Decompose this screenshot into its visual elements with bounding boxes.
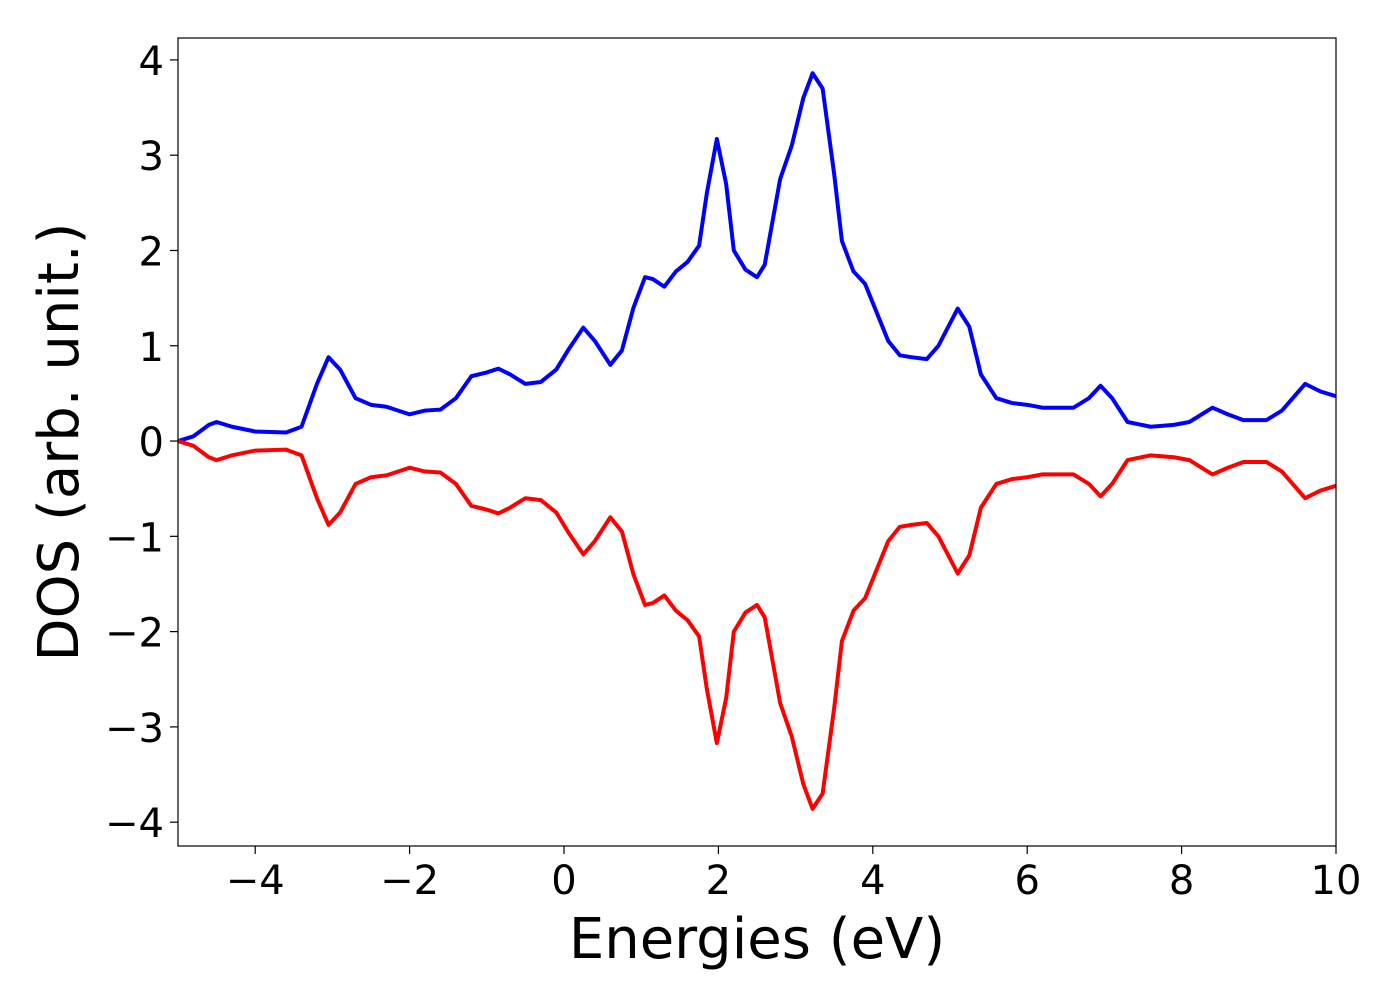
y-tick-label: 4 [139, 39, 164, 85]
x-axis-label: Energies (eV) [569, 907, 945, 972]
x-tick-label: 0 [551, 858, 576, 904]
x-tick-label: 6 [1014, 858, 1039, 904]
x-tick-label: 2 [706, 858, 731, 904]
line-series [178, 439, 1336, 811]
y-tick-label: −3 [105, 706, 164, 752]
y-tick-label: −4 [105, 801, 164, 847]
y-tick-label: −1 [105, 515, 164, 561]
y-tick-label: 0 [139, 420, 164, 466]
x-tick-label: −4 [226, 858, 285, 904]
y-axis-label: DOS (arb. unit.) [27, 222, 92, 661]
y-tick-label: 1 [139, 325, 164, 371]
y-tick-label: 3 [139, 134, 164, 180]
y-tick-label: 2 [139, 229, 164, 275]
y-tick-label: −2 [105, 611, 164, 657]
x-tick-label: 8 [1169, 858, 1194, 904]
line-series [178, 71, 1336, 443]
x-tick-label: −2 [380, 858, 439, 904]
x-tick-label: 4 [860, 858, 885, 904]
plot-frame [177, 37, 1337, 847]
x-tick-label: 10 [1311, 858, 1362, 904]
